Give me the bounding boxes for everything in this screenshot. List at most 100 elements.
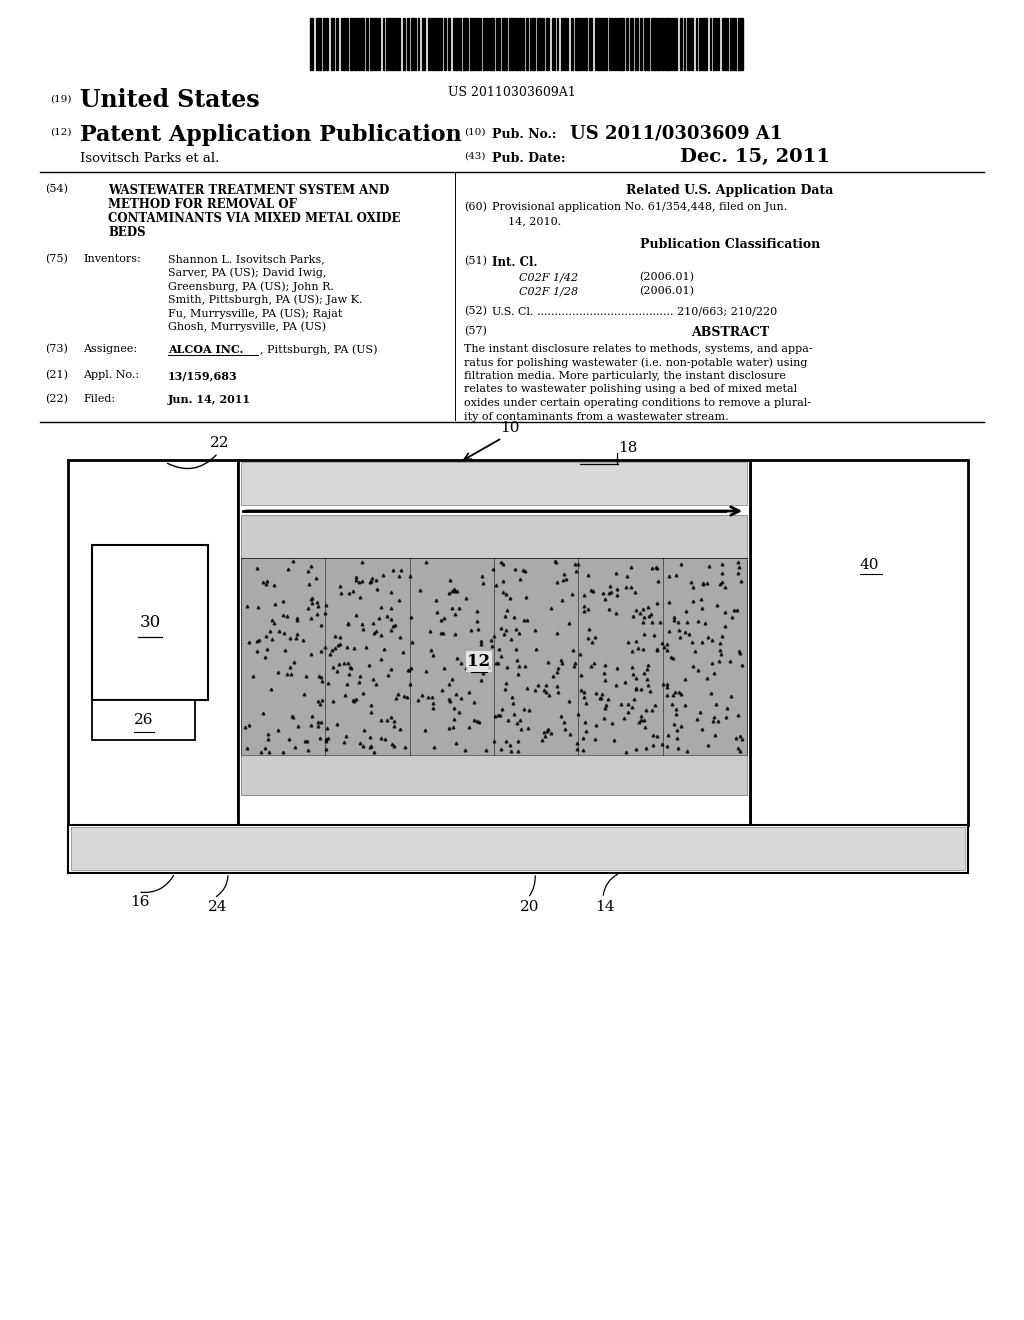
- Bar: [502, 18, 507, 70]
- Bar: [459, 18, 461, 70]
- Bar: [378, 18, 380, 70]
- Bar: [673, 18, 675, 70]
- Bar: [310, 18, 313, 70]
- Bar: [326, 18, 328, 70]
- Text: Greensburg, PA (US); John R.: Greensburg, PA (US); John R.: [168, 281, 334, 292]
- Text: 30: 30: [139, 614, 161, 631]
- Bar: [717, 18, 719, 70]
- Bar: [350, 18, 353, 70]
- Text: ALCOA INC.: ALCOA INC.: [168, 345, 244, 355]
- Text: Pub. No.:: Pub. No.:: [492, 128, 556, 141]
- Bar: [750, 459, 968, 825]
- Bar: [647, 18, 649, 70]
- Text: 14: 14: [595, 900, 614, 913]
- Bar: [241, 462, 746, 506]
- Text: Ghosh, Murrysville, PA (US): Ghosh, Murrysville, PA (US): [168, 322, 326, 333]
- Text: 14, 2010.: 14, 2010.: [508, 216, 561, 226]
- Text: ity of contaminants from a wastewater stream.: ity of contaminants from a wastewater st…: [464, 412, 729, 421]
- Text: Patent Application Publication: Patent Application Publication: [80, 124, 462, 147]
- Text: C02F 1/28: C02F 1/28: [519, 286, 579, 296]
- Bar: [575, 18, 578, 70]
- Bar: [395, 18, 397, 70]
- Bar: [444, 18, 446, 70]
- Text: (2006.01): (2006.01): [639, 272, 694, 282]
- Bar: [489, 18, 494, 70]
- Bar: [713, 18, 716, 70]
- Bar: [519, 18, 521, 70]
- Bar: [537, 18, 539, 70]
- Text: Isovitsch Parks et al.: Isovitsch Parks et al.: [80, 152, 219, 165]
- Bar: [241, 755, 746, 795]
- Text: (43): (43): [464, 152, 485, 161]
- Bar: [730, 18, 732, 70]
- Bar: [68, 825, 968, 873]
- Text: (12): (12): [50, 128, 72, 137]
- Text: (52): (52): [464, 306, 487, 317]
- Text: Inventors:: Inventors:: [83, 253, 140, 264]
- Text: (21): (21): [45, 370, 68, 380]
- Bar: [398, 18, 400, 70]
- Bar: [626, 18, 628, 70]
- Bar: [407, 18, 409, 70]
- Bar: [630, 18, 633, 70]
- Bar: [366, 18, 368, 70]
- Bar: [68, 459, 238, 825]
- Text: 26: 26: [134, 713, 154, 727]
- Bar: [370, 18, 373, 70]
- Text: 16: 16: [130, 895, 150, 909]
- Bar: [702, 18, 707, 70]
- Text: Fu, Murrysville, PA (US); Rajat: Fu, Murrysville, PA (US); Rajat: [168, 308, 342, 318]
- Bar: [522, 18, 524, 70]
- Text: (22): (22): [45, 393, 68, 404]
- Text: 13/159,683: 13/159,683: [168, 370, 238, 381]
- Text: US 20110303609A1: US 20110303609A1: [449, 86, 575, 99]
- Bar: [614, 18, 616, 70]
- Bar: [354, 18, 357, 70]
- Bar: [411, 18, 414, 70]
- Bar: [509, 18, 514, 70]
- Text: relates to wastewater polishing using a bed of mixed metal: relates to wastewater polishing using a …: [464, 384, 797, 395]
- Bar: [644, 18, 646, 70]
- Bar: [316, 18, 321, 70]
- Bar: [386, 18, 388, 70]
- Text: Shannon L. Isovitsch Parks,: Shannon L. Isovitsch Parks,: [168, 253, 325, 264]
- Text: METHOD FOR REMOVAL OF: METHOD FOR REMOVAL OF: [108, 198, 297, 211]
- Bar: [486, 18, 488, 70]
- Bar: [601, 18, 603, 70]
- Bar: [241, 515, 746, 558]
- Text: (19): (19): [50, 95, 72, 104]
- Text: Pub. Date:: Pub. Date:: [492, 152, 565, 165]
- Bar: [722, 18, 725, 70]
- Bar: [609, 18, 611, 70]
- Text: Dec. 15, 2011: Dec. 15, 2011: [680, 148, 830, 166]
- Text: US 2011/0303609 A1: US 2011/0303609 A1: [570, 124, 782, 143]
- Bar: [526, 18, 528, 70]
- Bar: [241, 558, 746, 755]
- Text: Related U.S. Application Data: Related U.S. Application Data: [627, 183, 834, 197]
- Bar: [463, 18, 468, 70]
- Text: 18: 18: [618, 441, 637, 455]
- Bar: [422, 18, 425, 70]
- Bar: [726, 18, 728, 70]
- Bar: [640, 18, 642, 70]
- Text: WASTEWATER TREATMENT SYSTEM AND: WASTEWATER TREATMENT SYSTEM AND: [108, 183, 389, 197]
- Text: filtration media. More particularly, the instant disclosure: filtration media. More particularly, the…: [464, 371, 785, 381]
- Text: , Pittsburgh, PA (US): , Pittsburgh, PA (US): [260, 345, 378, 355]
- Text: 20: 20: [520, 900, 540, 913]
- Bar: [389, 18, 394, 70]
- Bar: [498, 18, 500, 70]
- Text: 22: 22: [210, 436, 229, 450]
- Text: Int. Cl.: Int. Cl.: [492, 256, 538, 269]
- Bar: [374, 18, 377, 70]
- Bar: [662, 18, 664, 70]
- Bar: [657, 18, 660, 70]
- Text: (54): (54): [45, 183, 68, 194]
- Text: (60): (60): [464, 202, 487, 213]
- Bar: [453, 18, 458, 70]
- Bar: [564, 18, 566, 70]
- Text: oxides under certain operating conditions to remove a plural-: oxides under certain operating condition…: [464, 399, 811, 408]
- Bar: [571, 18, 573, 70]
- Bar: [476, 18, 479, 70]
- Bar: [346, 18, 348, 70]
- Bar: [238, 459, 750, 825]
